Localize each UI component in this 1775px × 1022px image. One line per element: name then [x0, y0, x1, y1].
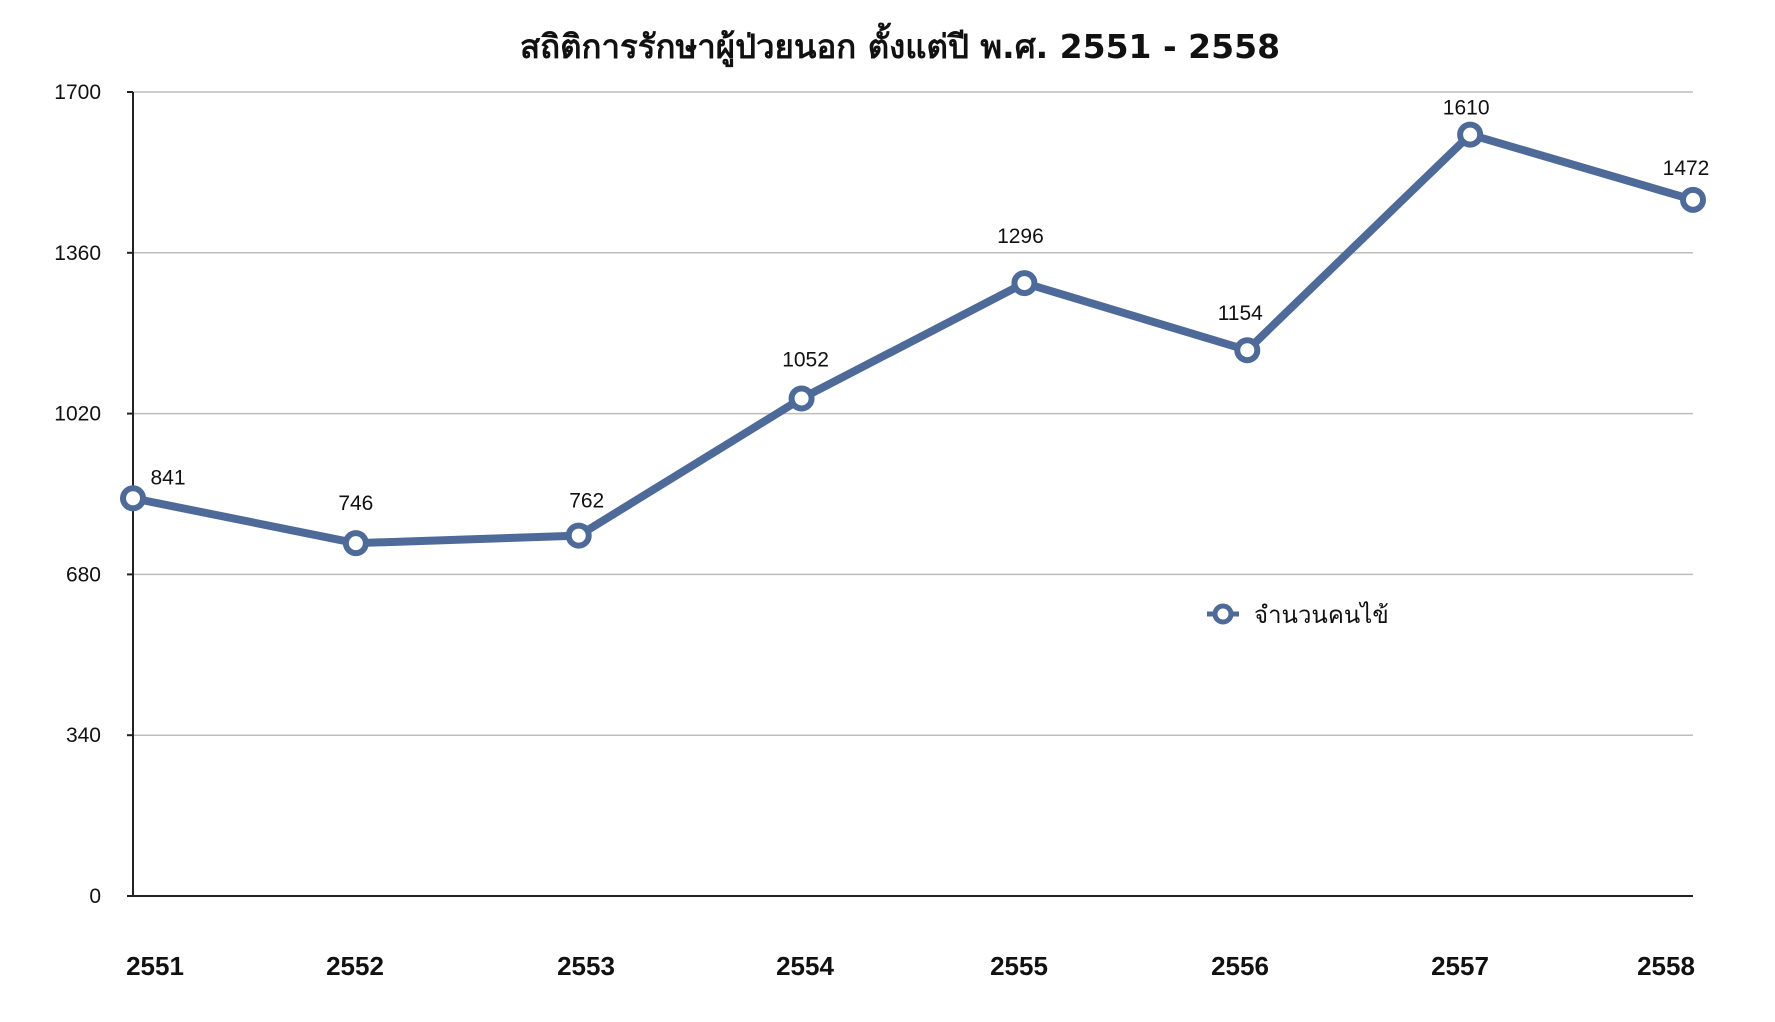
data-point-marker — [120, 485, 146, 512]
y-tick-label: 1020 — [54, 403, 101, 426]
y-tick-label: 680 — [66, 563, 101, 586]
series-line — [129, 130, 1697, 548]
x-tick-label: 2558 — [1637, 951, 1695, 981]
data-label: 746 — [338, 492, 373, 515]
y-tick-label: 1700 — [54, 81, 101, 104]
legend-marker-icon — [1212, 603, 1234, 625]
y-tick-label: 340 — [66, 724, 101, 747]
data-label: 841 — [150, 466, 185, 489]
legend-label: จำนวนคนไข้ — [1254, 601, 1389, 629]
x-tick-label: 2553 — [557, 951, 615, 981]
data-label: 1610 — [1443, 97, 1490, 120]
data-label: 1472 — [1663, 157, 1710, 180]
y-tick-label: 1360 — [54, 242, 101, 265]
data-label: 762 — [569, 490, 604, 513]
x-tick-label: 2552 — [326, 951, 384, 981]
data-label: 1154 — [1218, 302, 1263, 325]
chart-title: สถิติการรักษาผู้ป่วยนอก ตั้งแต่ปี พ.ศ. 2… — [520, 22, 1280, 68]
y-tick-label: 0 — [89, 885, 101, 908]
data-point-marker — [1680, 186, 1706, 213]
grid-lines — [127, 91, 1693, 897]
x-tick-label: 2556 — [1211, 951, 1269, 981]
x-tick-label: 2555 — [990, 951, 1048, 981]
data-point-marker — [788, 385, 815, 412]
data-point-marker — [1234, 337, 1261, 364]
data-point-marker — [1011, 270, 1038, 297]
x-tick-label: 2554 — [776, 951, 834, 981]
data-point-marker — [565, 522, 592, 549]
x-tick-label: 2557 — [1431, 951, 1489, 981]
data-point-marker — [1457, 121, 1484, 148]
series-patients — [120, 121, 1706, 557]
data-point-marker — [342, 530, 369, 557]
data-label: 1296 — [997, 225, 1044, 248]
y-tick-labels: 0 340 680 1020 1360 1700 — [54, 81, 101, 908]
data-label: 1052 — [782, 348, 829, 371]
x-tick-labels: 2551 2552 2553 2554 2555 2556 2557 2558 — [126, 951, 1695, 981]
legend: จำนวนคนไข้ — [1207, 601, 1389, 629]
data-labels: 841 746 762 1052 1296 1154 1610 1472 — [150, 97, 1709, 516]
x-tick-label: 2551 — [126, 951, 184, 981]
